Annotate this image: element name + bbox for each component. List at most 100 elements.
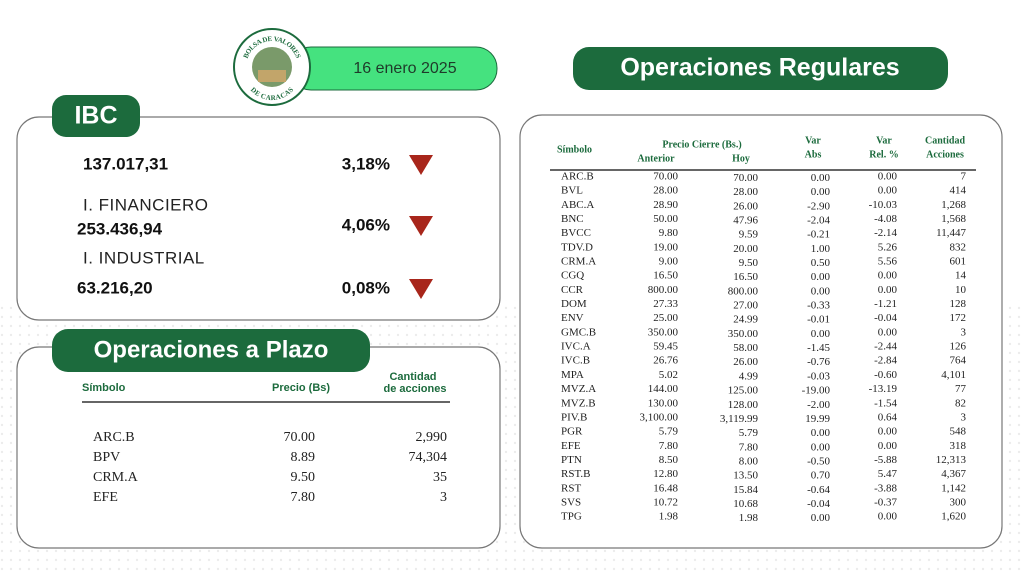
var-rel: 0.00: [878, 326, 898, 338]
var-abs: 0.00: [811, 441, 831, 453]
header: Rel. %: [869, 149, 898, 160]
var-rel: -2.44: [874, 341, 897, 353]
header: Anterior: [637, 153, 675, 164]
var-rel: -0.37: [874, 496, 897, 508]
quantity: 126: [950, 341, 967, 353]
var-abs: 0.50: [811, 257, 831, 269]
ibc-box: [16, 116, 501, 321]
today-price: 24.99: [733, 314, 758, 326]
quantity: 1,268: [941, 199, 966, 211]
symbol: CRM.A: [93, 470, 139, 485]
quantity: 11,447: [936, 227, 966, 239]
prev-price: 50.00: [653, 213, 678, 225]
today-price: 16.50: [733, 271, 758, 283]
var-abs: 0.00: [811, 328, 831, 340]
today-price: 800.00: [728, 285, 759, 297]
today-price: 125.00: [728, 385, 759, 397]
quantity: 318: [950, 440, 967, 452]
ibc-title: IBC: [74, 102, 117, 130]
header: Símbolo: [557, 144, 592, 155]
plazo-title: Operaciones a Plazo: [94, 336, 329, 363]
var-abs: -1.45: [807, 342, 830, 354]
quantity: 4,101: [941, 369, 966, 381]
prev-price: 5.02: [659, 369, 678, 381]
today-price: 27.00: [733, 300, 758, 312]
header: de acciones: [384, 383, 447, 395]
ibc-rows: 137.017,31 3,18% I. FINANCIERO 253.436,94 4,…: [77, 154, 433, 299]
symbol: CCR: [561, 284, 584, 296]
prev-price: 130.00: [648, 397, 679, 409]
prev-price: 8.50: [659, 454, 679, 466]
header: Símbolo: [82, 382, 126, 394]
header: Cantidad: [925, 135, 965, 146]
today-price: 350.00: [728, 328, 759, 340]
var-rel: 0.00: [878, 284, 898, 296]
quantity: 12,313: [936, 454, 967, 466]
price: 7.80: [291, 490, 316, 505]
index-change: 3,18%: [342, 154, 390, 173]
var-rel: 5.47: [878, 468, 898, 480]
var-abs: 0.00: [811, 271, 831, 283]
quantity: 7: [961, 171, 967, 183]
quantity: 3: [961, 411, 967, 423]
today-price: 3,119.99: [720, 413, 759, 425]
var-rel: -4.08: [874, 213, 897, 225]
today-price: 128.00: [728, 399, 759, 411]
quantity: 3: [440, 490, 447, 505]
regulares-table: Símbolo Precio Cierre (Bs.) Anterior Hoy Var…: [550, 135, 976, 524]
var-rel: -2.84: [874, 355, 897, 367]
header: Var: [876, 135, 892, 146]
index-change: 0,08%: [342, 278, 390, 297]
symbol: BVCC: [561, 227, 591, 239]
var-abs: 0.00: [811, 172, 831, 184]
price: 9.50: [291, 470, 316, 485]
var-abs: -0.04: [807, 498, 830, 510]
title-pill: [573, 47, 948, 90]
down-arrow: [409, 279, 433, 299]
var-rel: 0.00: [878, 426, 898, 438]
header: Abs: [805, 149, 822, 160]
today-price: 1.98: [739, 512, 759, 524]
prev-price: 1.98: [659, 511, 679, 523]
var-abs: -0.01: [807, 314, 830, 326]
var-abs: -0.64: [807, 484, 830, 496]
symbol: PGR: [561, 426, 583, 438]
date: 16 enero 2025: [353, 60, 456, 77]
symbol: TPG: [561, 511, 582, 523]
logo-building: [258, 70, 286, 82]
symbol: ARC.B: [93, 430, 135, 445]
prev-price: 9.00: [659, 256, 679, 268]
var-rel: 0.64: [878, 411, 898, 423]
quantity: 1,142: [941, 482, 966, 494]
symbol: BVL: [561, 185, 583, 197]
var-rel: 0.00: [878, 270, 898, 282]
index-change: 4,06%: [342, 215, 390, 234]
prev-price: 26.76: [653, 355, 678, 367]
quantity: 548: [950, 426, 967, 438]
today-price: 9.50: [739, 257, 759, 269]
prev-price: 144.00: [648, 383, 679, 395]
symbol: ENV: [561, 312, 584, 324]
symbol: SVS: [561, 496, 581, 508]
today-price: 20.00: [733, 243, 758, 255]
prev-price: 16.50: [653, 270, 678, 282]
symbol: GMC.B: [561, 326, 596, 338]
symbol: DOM: [561, 298, 587, 310]
var-abs: -0.76: [807, 356, 830, 368]
quantity: 300: [950, 496, 967, 508]
quantity: 2,990: [416, 430, 448, 445]
var-rel: -10.03: [869, 199, 898, 211]
var-abs: -19.00: [802, 385, 831, 397]
var-rel: -3.88: [874, 482, 897, 494]
var-rel: -13.19: [869, 383, 898, 395]
header: Precio Cierre (Bs.): [662, 139, 741, 150]
today-price: 26.00: [733, 200, 758, 212]
price: 70.00: [284, 430, 316, 445]
var-rel: 0.00: [878, 440, 898, 452]
prev-price: 3,100.00: [640, 411, 679, 423]
header: Hoy: [732, 153, 750, 164]
index-label: I. FINANCIERO: [83, 195, 209, 214]
var-rel: 0.00: [878, 185, 898, 197]
today-price: 13.50: [733, 470, 758, 482]
symbol: RST: [561, 482, 581, 494]
